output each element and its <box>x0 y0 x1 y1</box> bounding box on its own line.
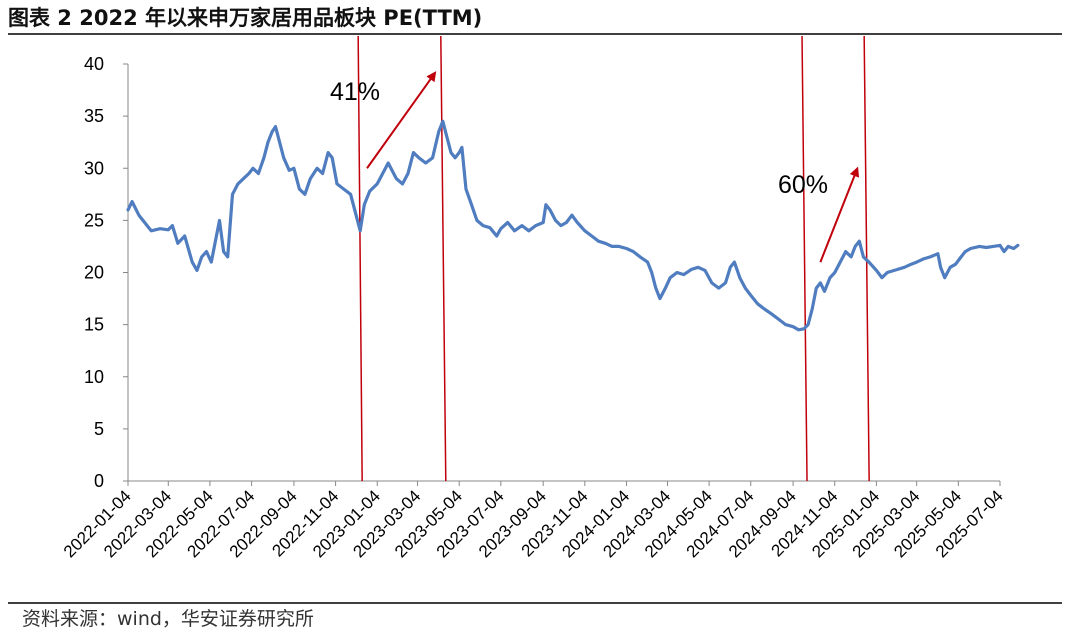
y-tick-label: 35 <box>84 106 104 126</box>
y-tick-label: 20 <box>84 263 104 283</box>
figure-title: 图表 2 2022 年以来申万家居用品板块 PE(TTM) <box>8 6 483 30</box>
y-tick-label: 15 <box>84 315 104 335</box>
growth-arrow <box>819 166 860 263</box>
event-marker-line <box>801 35 808 482</box>
y-tick-label: 10 <box>84 367 104 387</box>
y-tick-label: 5 <box>94 419 104 439</box>
growth-arrow <box>366 71 437 169</box>
event-marker-line <box>357 35 363 482</box>
y-tick-label: 30 <box>84 158 104 178</box>
event-marker-line <box>440 35 447 482</box>
growth-annotation-label: 60% <box>778 171 828 199</box>
growth-annotation-label: 41% <box>330 78 380 106</box>
pe-series-line <box>126 119 1020 332</box>
y-tick-label: 25 <box>84 210 104 230</box>
y-tick-label: 0 <box>94 471 104 491</box>
y-tick-label: 40 <box>84 54 104 74</box>
source-note: 资料来源：wind，华安证券研究所 <box>22 608 314 630</box>
